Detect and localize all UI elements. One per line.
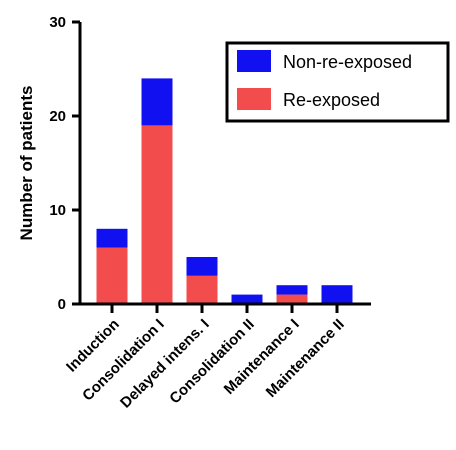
legend: Non-re-exposed Re-exposed [225, 41, 450, 123]
y-tick-label: 0 [58, 296, 66, 313]
y-axis: 0 10 20 30 [49, 14, 82, 313]
bar-re-exposed [276, 294, 308, 304]
legend-label: Re-exposed [283, 90, 380, 110]
y-tick-label: 10 [49, 202, 66, 219]
bar-non-re-exposed [321, 285, 353, 304]
bars-layer [96, 78, 353, 305]
y-axis-title: Number of patients [17, 86, 36, 241]
legend-label: Non-re-exposed [283, 52, 412, 72]
bar-non-re-exposed [276, 285, 308, 295]
x-tick-label: Maintenance II [263, 316, 348, 401]
bar-re-exposed [141, 125, 173, 305]
legend-swatch [237, 88, 271, 110]
bar-re-exposed [186, 275, 218, 304]
legend-swatch [237, 50, 271, 72]
x-tick-label: Consolidation I [79, 316, 168, 405]
bar-non-re-exposed [96, 228, 128, 248]
bar-non-re-exposed [231, 294, 263, 304]
y-tick-label: 20 [49, 108, 66, 125]
y-tick-label: 30 [49, 14, 66, 31]
bar-non-re-exposed [186, 257, 218, 276]
bar-non-re-exposed [141, 78, 173, 126]
bar-re-exposed [96, 247, 128, 304]
